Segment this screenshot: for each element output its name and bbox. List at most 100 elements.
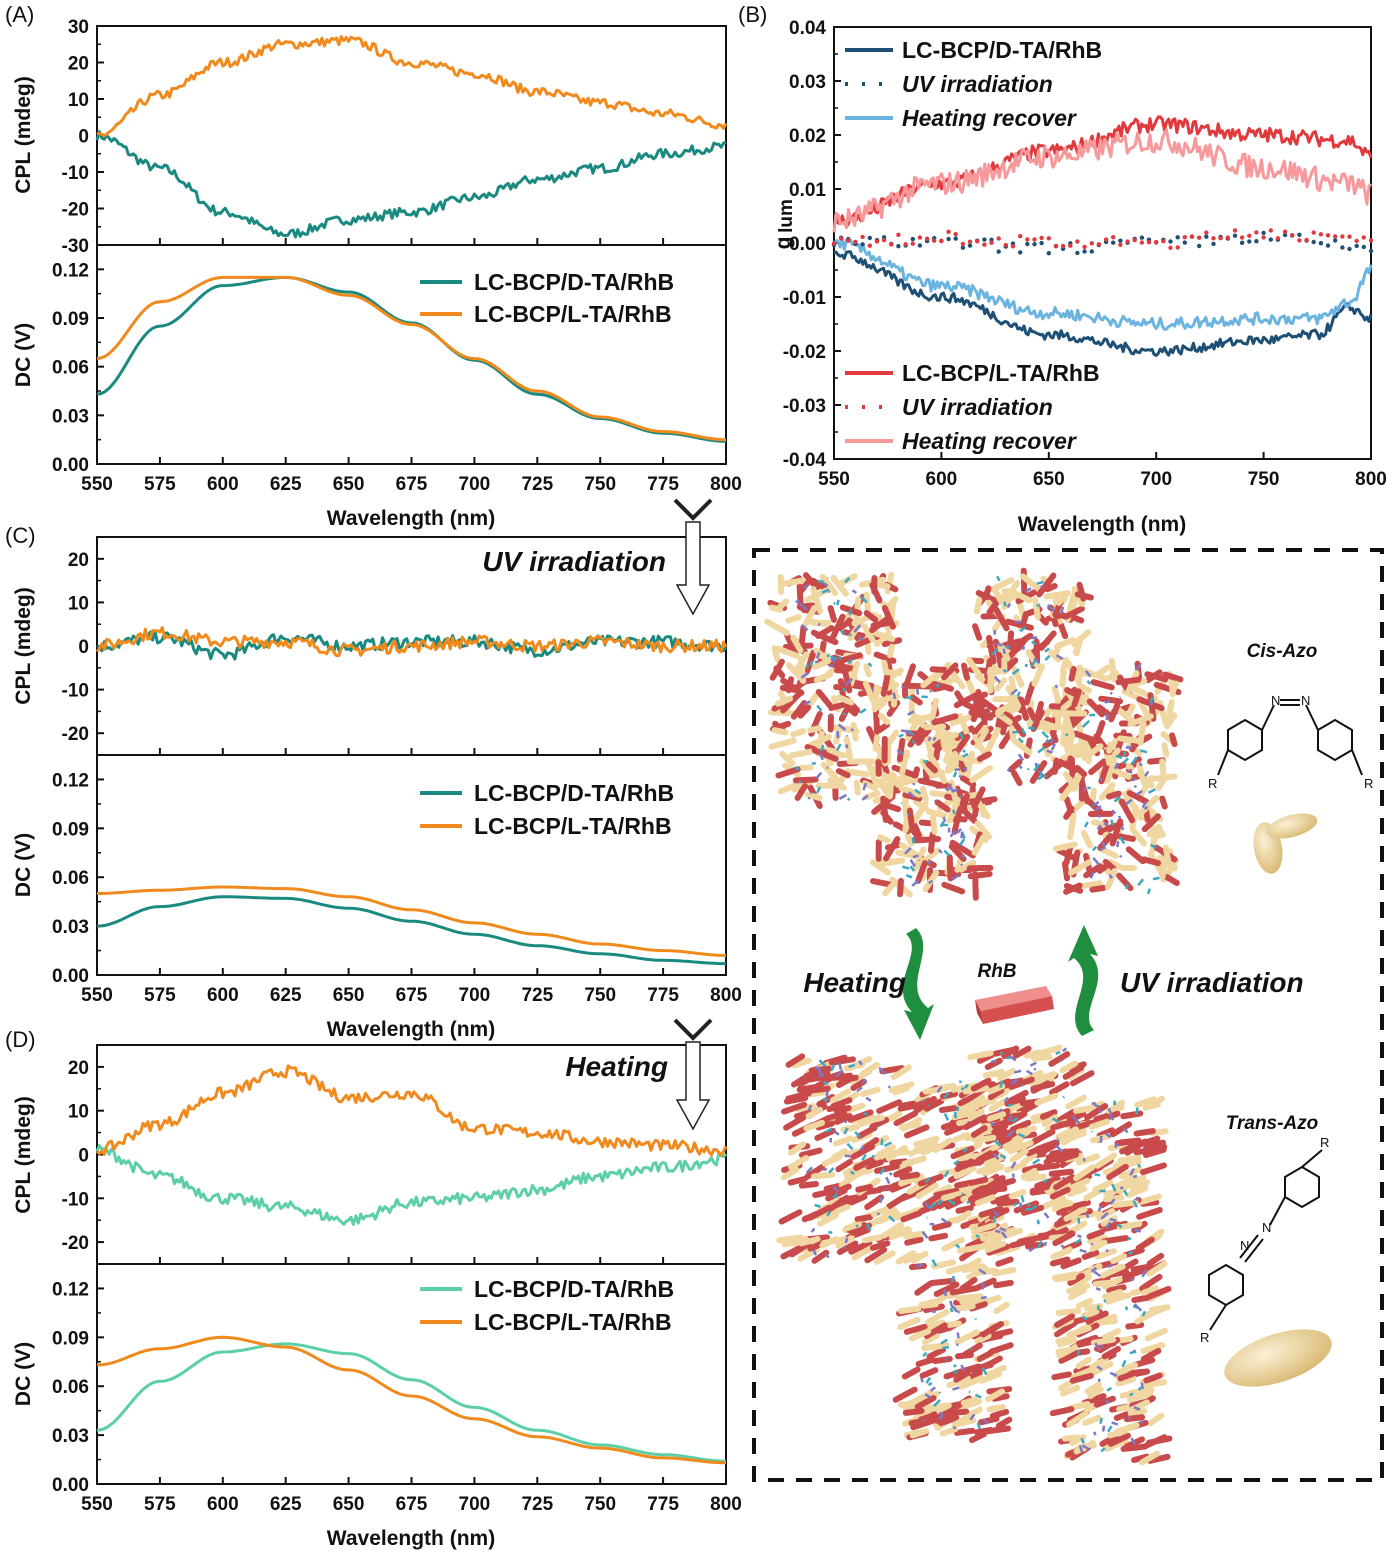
legend-b-top: LC-BCP/D-TA/RhB UV irradiation Heating r… — [845, 37, 1102, 131]
trans-cluster-4-backbone — [1101, 1425, 1106, 1432]
trans-cluster-2-rod — [909, 1328, 932, 1342]
cis-cluster-3-rod — [993, 606, 1010, 632]
cis-cluster-4-rod — [1122, 790, 1142, 816]
panel-c-dc-xtick-label: 600 — [207, 985, 239, 1006]
cis-cluster-4-backbone — [1081, 719, 1091, 728]
trans-cluster-4-backbone — [1130, 1278, 1135, 1282]
trans-cluster-4-rod — [1147, 1453, 1171, 1464]
cis-cluster-1-rod — [846, 758, 876, 765]
panel-a-dc-ylabel: DC (V) — [12, 323, 35, 387]
cis-cluster-2-rod — [957, 712, 970, 736]
cis-cluster-2-rod — [931, 683, 948, 693]
trans-cluster-1-backbone — [807, 1104, 813, 1112]
cis-cluster-1-backbone — [860, 596, 868, 604]
cis-cluster-4-rod — [1095, 664, 1111, 677]
cis-cluster-4-backbone — [1091, 845, 1098, 852]
trans-cluster-3-rod — [987, 1087, 1005, 1101]
trans-cluster-4-rod — [1051, 1199, 1070, 1212]
panel-d-dc-ylabel: DC (V) — [12, 1342, 35, 1406]
panel-b-d-uv-point — [982, 237, 987, 242]
cis-cluster-4-backbone — [1105, 713, 1109, 721]
trans-cluster-2-rod — [952, 1303, 976, 1313]
cis-cluster-4-backbone — [1124, 798, 1133, 806]
cis-cluster-1-rod — [775, 645, 800, 659]
cis-cluster-2-backbone — [929, 689, 933, 693]
trans-cluster-3-backbone — [1028, 1246, 1035, 1253]
cis-cluster-1-rod — [880, 601, 895, 611]
cis-cluster-3-rod — [1077, 683, 1093, 694]
cis-cluster-3-rod — [972, 688, 982, 710]
trans-cluster-3-rod — [992, 1046, 1019, 1057]
trans-cluster-3-backbone — [993, 1153, 1000, 1160]
trans-cluster-1-backbone — [861, 1078, 866, 1085]
cis-cluster-1-rod — [836, 694, 855, 706]
trans-azo-label: Trans-Azo — [1226, 1113, 1319, 1134]
cis-cluster-3-backbone — [1044, 654, 1051, 661]
cis-cluster-4-rod — [1063, 882, 1083, 895]
trans-cluster-3-rod — [1020, 1167, 1038, 1180]
trans-cluster-1-rod — [787, 1155, 810, 1171]
trans-cluster-3-backbone — [1033, 1067, 1037, 1071]
trans-cluster-2-rod — [945, 1263, 970, 1275]
trans-cluster-2-rod — [928, 1232, 949, 1242]
trans-cluster-2-rod — [953, 1165, 977, 1180]
panel-b-l-uv-point — [1111, 235, 1116, 240]
trans-cluster-3-backbone — [1032, 1158, 1041, 1165]
trans-cluster-2-backbone — [936, 1085, 943, 1094]
trans-cluster-2-backbone — [940, 1338, 948, 1345]
cis-cluster-4-rod — [1126, 790, 1150, 805]
trans-cluster-4-rod — [1070, 1177, 1091, 1190]
cis-cluster-3-backbone — [1003, 601, 1007, 607]
trans-cluster-1-rod — [886, 1226, 912, 1237]
panel-a-dc-ytick-label: 0.12 — [52, 260, 89, 281]
cis-cluster-1-rod — [841, 665, 853, 694]
trans-cluster-4-rod — [1126, 1399, 1150, 1414]
cis-cluster-2-backbone — [952, 809, 956, 815]
trans-cluster-4-backbone — [1107, 1108, 1113, 1115]
trans-cluster-2-rod — [995, 1256, 1014, 1267]
trans-cluster-2-rod — [993, 1279, 1014, 1289]
cis-cluster-1-backbone — [835, 743, 842, 752]
trans-cluster-1-backbone — [888, 1172, 893, 1176]
cis-cluster-3-rod — [1025, 649, 1040, 668]
panel-a-xlabel: Wavelength (nm) — [327, 507, 495, 530]
trans-cluster-3-rod — [974, 1194, 996, 1207]
cis-cluster-3-rod — [994, 677, 1008, 692]
trans-cluster-3-rod — [967, 1184, 992, 1203]
cis-cluster-1-backbone — [817, 579, 825, 584]
trans-cluster-2-rod — [917, 1173, 944, 1187]
cis-cluster-4-backbone — [1143, 805, 1149, 811]
cis-cluster-1-backbone — [799, 602, 808, 611]
panel-b-l-uv-point — [881, 238, 887, 243]
trans-cluster-2-rod — [933, 1281, 960, 1297]
panel-b-d-uv-point — [1018, 250, 1023, 255]
trans-cluster-1-rod — [793, 1109, 813, 1120]
cis-cluster-2-rod — [875, 759, 882, 777]
legend-c: LC-BCP/D-TA/RhB LC-BCP/L-TA/RhB — [420, 780, 674, 839]
cis-cluster-3-backbone — [1010, 688, 1018, 696]
cis-cluster-2-rod — [902, 663, 916, 690]
trans-cluster-4-backbone — [1104, 1132, 1112, 1139]
trans-cluster-4-backbone — [1130, 1437, 1137, 1445]
cis-cluster-2-rod — [944, 731, 959, 743]
cis-cluster-1-rod — [804, 791, 823, 801]
panel-b-xtick-label: 800 — [1355, 469, 1387, 490]
trans-cluster-1-rod — [788, 1141, 807, 1156]
cis-cluster-2-rod — [957, 859, 977, 874]
trans-cluster-3-backbone — [1007, 1103, 1013, 1107]
trans-cluster-3-rod — [970, 1077, 992, 1092]
trans-cluster-4-rod — [1058, 1350, 1079, 1364]
panel-a-dc-xtick-label: 675 — [396, 474, 428, 495]
trans-cluster-2-rod — [953, 1210, 972, 1224]
trans-cluster-2-rod — [900, 1116, 923, 1132]
trans-cluster-3-backbone — [990, 1059, 997, 1064]
cis-cluster-4-backbone — [1152, 876, 1160, 881]
cis-cluster-2-rod — [918, 819, 934, 827]
cis-cluster-3-backbone — [1037, 746, 1046, 754]
trans-cluster-2-rod — [940, 1189, 969, 1202]
trans-cluster-4-rod — [1094, 1248, 1117, 1260]
trans-cluster-1-backbone — [810, 1227, 816, 1233]
panel-b-l-uv-point — [860, 234, 865, 240]
cis-cluster-3-rod — [972, 623, 983, 641]
panel-b-l-uv-point — [1118, 242, 1123, 247]
